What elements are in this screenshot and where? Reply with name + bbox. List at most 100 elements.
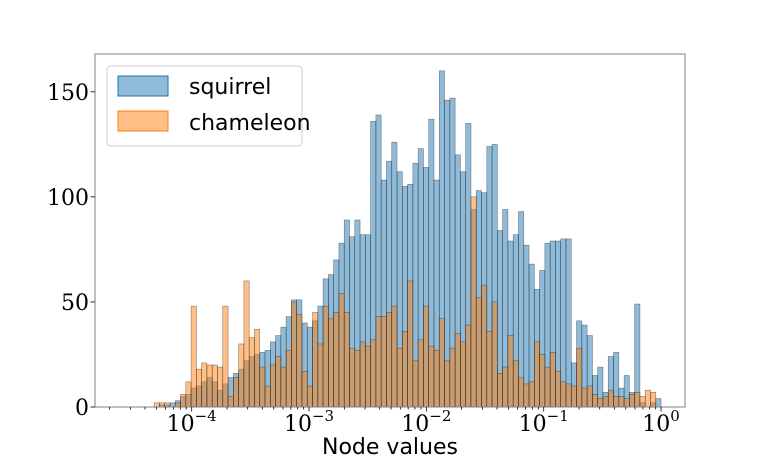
chameleon-bar <box>217 366 224 408</box>
chameleon-bar <box>407 280 414 408</box>
y-tick-label: 0 <box>75 396 89 421</box>
chameleon-bar <box>444 360 451 408</box>
chameleon-bar <box>365 345 371 408</box>
chameleon-bar <box>555 370 562 408</box>
chameleon-bar <box>417 339 424 408</box>
chameleon-bar <box>428 345 435 408</box>
chameleon-bar <box>201 362 208 408</box>
x-tick-label: 10−2 <box>401 407 451 437</box>
x-tick-label: 10−4 <box>167 407 217 437</box>
y-tick-label: 150 <box>47 81 89 106</box>
chameleon-bar <box>359 341 366 408</box>
chameleon-bar <box>491 301 498 408</box>
chameleon-bar <box>264 385 271 408</box>
x-axis-label: Node values <box>322 435 458 457</box>
chameleon-bar <box>386 312 393 408</box>
legend-swatch-chameleon <box>117 110 169 132</box>
chameleon-bar <box>481 284 488 408</box>
chameleon-bar <box>280 366 287 408</box>
chameleon-bar <box>380 316 387 408</box>
chameleon-bar <box>507 335 514 408</box>
chameleon-bar <box>254 328 261 408</box>
chameleon-bar <box>623 398 630 408</box>
chameleon-bar <box>349 347 356 408</box>
y-tick-label: 100 <box>47 186 89 211</box>
chameleon-bar <box>296 314 303 408</box>
chameleon-bar <box>206 364 213 408</box>
chameleon-bar <box>222 305 229 408</box>
chameleon-bar <box>402 331 408 408</box>
chameleon-bar <box>560 381 567 408</box>
chameleon-bar <box>211 364 218 408</box>
chameleon-bar <box>180 394 187 408</box>
chameleon-bar <box>549 352 556 408</box>
chameleon-bar <box>597 398 604 408</box>
chameleon-bar <box>576 347 583 408</box>
chameleon-bar <box>512 360 519 408</box>
squirrel-bar <box>655 398 662 408</box>
chameleon-bar <box>639 396 646 408</box>
chameleon-bar <box>581 387 588 408</box>
chameleon-bar <box>328 318 334 408</box>
chameleon-bar <box>518 377 525 408</box>
chameleon-bar <box>592 394 598 408</box>
chameleon-bar <box>528 381 535 408</box>
legend-label-squirrel: squirrel <box>189 75 271 100</box>
chameleon-bar <box>602 396 609 408</box>
chameleon-bar <box>275 356 282 408</box>
x-axis-ticks: 10−4 10−3 10−2 10−1 100 <box>109 407 680 437</box>
chameleon-bar <box>370 339 377 408</box>
chameleon-bar <box>317 343 324 408</box>
chameleon-bar <box>259 366 266 408</box>
x-tick-label: 10−3 <box>284 407 334 437</box>
chameleon-bar <box>534 341 540 408</box>
squirrel-bar <box>565 238 572 408</box>
chameleon-bar <box>412 360 419 408</box>
chameleon-bar <box>544 366 551 408</box>
chameleon-bar <box>306 385 313 408</box>
chameleon-bar <box>465 324 472 408</box>
chameleon-bar <box>634 391 641 408</box>
chameleon-bar <box>629 394 635 408</box>
x-tick-label: 100 <box>642 407 680 437</box>
chameleon-bar <box>396 347 403 408</box>
chameleon-bar <box>586 385 593 408</box>
chameleon-bar <box>312 312 319 408</box>
chameleon-bar <box>433 349 440 408</box>
chameleon-bar <box>285 349 292 408</box>
chameleon-bar <box>322 305 329 408</box>
legend-label-chameleon: chameleon <box>189 111 311 136</box>
chameleon-bar <box>153 402 160 408</box>
chameleon-bar <box>269 364 276 408</box>
chameleon-bar <box>423 305 430 408</box>
chameleon-bar <box>391 305 398 408</box>
chameleon-bar <box>486 331 493 408</box>
chameleon-bar <box>539 354 546 408</box>
chameleon-bar <box>644 389 651 408</box>
chameleon-bar <box>248 337 255 408</box>
chameleon-bar <box>470 196 477 408</box>
chameleon-bar <box>454 333 461 408</box>
chameleon-bar <box>159 402 165 408</box>
squirrel-bar <box>634 303 641 408</box>
chameleon-bar <box>570 385 577 408</box>
chameleon-bar <box>438 318 445 408</box>
chameleon-bar <box>375 316 382 408</box>
chameleon-bar <box>227 396 234 408</box>
legend-swatch-squirrel <box>117 75 169 97</box>
squirrel-bar <box>523 244 530 408</box>
chameleon-bar <box>475 297 482 408</box>
chameleon-bar <box>618 396 625 408</box>
chameleon-bar <box>164 402 171 408</box>
chameleon-bar <box>243 280 250 408</box>
chameleon-bar <box>460 341 466 408</box>
chameleon-bar <box>238 343 245 408</box>
chameleon-bar <box>233 377 239 408</box>
chameleon-bar <box>174 402 181 408</box>
chameleon-bar <box>523 383 530 408</box>
chameleon-bar <box>449 347 456 408</box>
chameleon-bar <box>343 312 350 408</box>
y-axis-ticks: 0 50 100 150 <box>47 81 95 421</box>
chameleon-bar <box>650 391 657 408</box>
chameleon-bar <box>565 383 572 408</box>
